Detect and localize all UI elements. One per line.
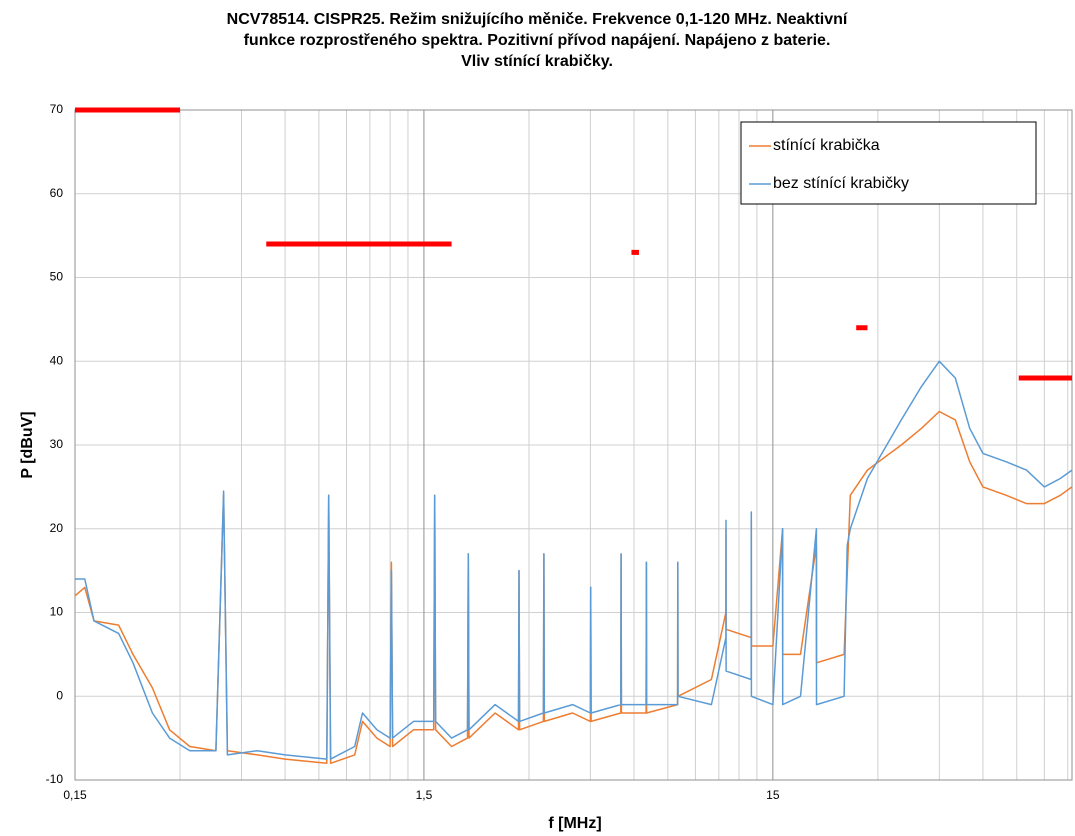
y-tick-label: 20	[50, 521, 64, 535]
x-tick-label: 1,5	[416, 788, 433, 802]
y-tick-label: 0	[56, 688, 63, 702]
y-tick-label: 40	[50, 353, 64, 367]
x-tick-label: 15	[766, 788, 780, 802]
x-tick-label: 0,15	[63, 788, 87, 802]
title-line: funkce rozprostřeného spektra. Pozitivní…	[244, 32, 831, 49]
y-axis-label: P [dBuV]	[19, 411, 36, 478]
series-line	[75, 360, 1073, 760]
y-tick-label: -10	[46, 772, 64, 786]
y-tick-label: 50	[50, 270, 64, 284]
title-line: Vliv stínící krabičky.	[461, 53, 613, 70]
title-line: NCV78514. CISPR25. Režim snižujícího měn…	[227, 11, 848, 28]
y-tick-label: 70	[50, 102, 64, 116]
legend-label: stínící krabička	[773, 137, 880, 154]
y-tick-label: 60	[50, 186, 64, 200]
legend-label: bez stínící krabičky	[773, 175, 909, 192]
x-axis-label: f [MHz]	[548, 815, 601, 832]
y-tick-label: 30	[50, 437, 64, 451]
y-tick-label: 10	[50, 605, 64, 619]
plot-frame	[74, 109, 1073, 781]
legend-box	[740, 121, 1037, 205]
